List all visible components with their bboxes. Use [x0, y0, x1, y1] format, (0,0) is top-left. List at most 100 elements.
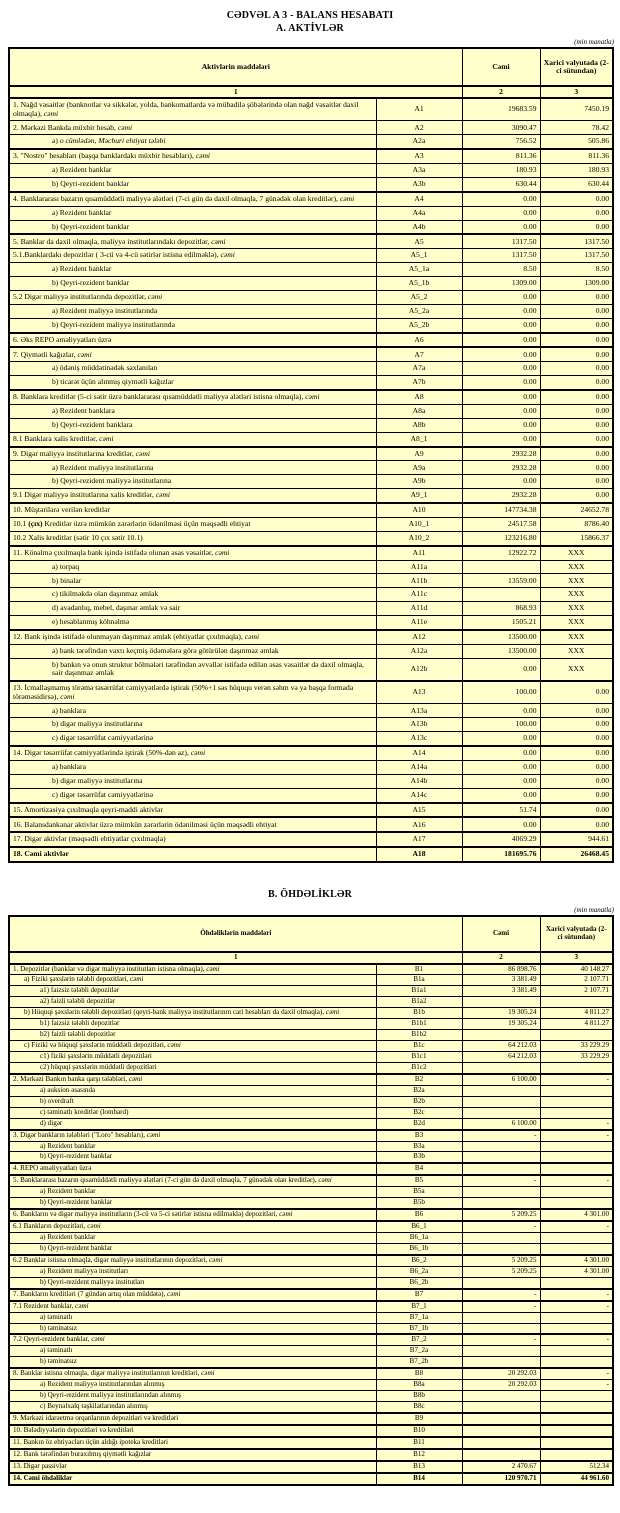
item-label: 6. Bankların və digər maliyyə institutla… [8, 1208, 377, 1222]
foreign-value-cell: 0.00 [539, 744, 614, 761]
item-code: A5_2a [375, 303, 463, 319]
table-row: 9. Digər maliyyə institutlarına kreditlə… [8, 445, 614, 462]
item-label: b) Qeyri-rezident banklar [8, 276, 377, 291]
item-label: a) banklara [8, 703, 377, 719]
foreign-value-cell: 0.00 [539, 331, 614, 348]
table-row: 8. Banklara kreditlər (5-ci sətir üzrə b… [8, 388, 614, 405]
total-value-cell: 0.00 [461, 787, 541, 804]
foreign-value-cell: 0.00 [539, 759, 614, 775]
foreign-value-cell: 0.00 [539, 303, 614, 319]
item-code: A12 [375, 628, 463, 645]
foreign-value-cell [539, 1423, 614, 1438]
table-row: 9.1 Digər maliyyə institutlarına xalis k… [8, 488, 614, 504]
table-row: b) Qeyri-rezident maliyyə institutları B6… [8, 1276, 614, 1290]
total-value-cell: 19683.59 [461, 97, 541, 122]
foreign-value-cell: XXX [539, 559, 614, 575]
table-row: b) Hüquqi şəxslərin tələbli depozitləri … [8, 1007, 614, 1020]
foreign-value-cell: 0.00 [539, 488, 614, 504]
foreign-value-cell [539, 1356, 614, 1369]
total-value-cell: 756.52 [461, 134, 541, 150]
assets-table-header: Aktivlərin maddələri Cəmi Xarici valyuta… [8, 47, 614, 99]
item-code: B1b2 [375, 1029, 463, 1042]
foreign-value-cell [539, 1401, 614, 1414]
table-row: 1. Depozitlər (banklar və digər maliyyə … [8, 962, 614, 976]
total-value-cell: 0.00 [461, 417, 541, 433]
table-row: 10. Müştərilərə verilən kreditlər A10 1477… [8, 501, 614, 518]
foreign-value-cell: - [539, 1072, 614, 1086]
table-row: a) Fiziki şəxslərin tələbli depozitləri,… [8, 974, 614, 987]
total-value-cell: 0.00 [461, 744, 541, 761]
item-label: b) Qeyri-rezident banklar [8, 1242, 377, 1256]
foreign-value-cell: 811.36 [539, 148, 614, 165]
foreign-value-cell [539, 1390, 614, 1403]
item-code: A4a [375, 205, 463, 221]
total-value-cell: 5 209.25 [461, 1253, 541, 1267]
total-value-cell: 6 100.00 [461, 1072, 541, 1086]
table-row: b) Qeyri-rezident banklar A4b 0.00 0.00 [8, 219, 614, 235]
foreign-value-cell: - [539, 1333, 614, 1347]
item-label: a) bank tərəfindən vaxtı keçmiş ödəmələr… [8, 643, 377, 659]
item-label: b) Qeyri-rezident maliyyə institutlarınd… [8, 317, 377, 334]
total-value-cell [461, 1029, 541, 1042]
item-code: B7_1 [375, 1299, 463, 1313]
foreign-value-cell: 26468.45 [539, 846, 614, 863]
item-code: B1c [375, 1040, 463, 1052]
table-row: 12. Bank tərəfindən buraxılmış qiymətli … [8, 1447, 614, 1462]
item-label: 13. Digər passivlər [8, 1459, 377, 1474]
table-row: a) Rezident maliyyə institutlarına A9a 293… [8, 460, 614, 476]
table-row: a) təminatlı B7_2a [8, 1345, 614, 1358]
item-code: A14 [375, 744, 463, 761]
total-value-cell: 0.00 [461, 375, 541, 391]
foreign-value-cell: 0.00 [539, 474, 614, 490]
item-code: B1a [375, 974, 463, 987]
foreign-value-cell: - [539, 1287, 614, 1302]
foreign-value-cell: 0.00 [539, 787, 614, 804]
item-code: A3a [375, 163, 463, 178]
item-code: A8 [375, 388, 463, 405]
item-code: A9 [375, 445, 463, 462]
total-value-cell: 6 100.00 [461, 1117, 541, 1131]
table-row: b) təminatsız B7_1b [8, 1322, 614, 1335]
foreign-value-cell [539, 1322, 614, 1335]
item-code: A13c [375, 731, 463, 747]
item-code: B13 [375, 1459, 463, 1474]
item-code: A8b [375, 417, 463, 433]
liabilities-foreign-column-header: Xarici valyutada (2-ci sütundan) [539, 915, 614, 952]
foreign-value-cell: XXX [539, 544, 614, 561]
foreign-value-cell: - [539, 1367, 614, 1381]
item-label: a) Rezident banklar [8, 205, 377, 221]
item-label: 6.1 Bankların depozitləri, cəmi [8, 1220, 377, 1234]
table-row: 6.1 Bankların depozitləri, cəmi B6_1- - [8, 1220, 614, 1234]
item-label: 1. Nağd vəsaitlər (banknotlar və sikkələ… [8, 97, 377, 122]
foreign-value-cell: - [539, 1128, 614, 1142]
item-code: B2c [375, 1106, 463, 1119]
foreign-value-cell: 8.50 [539, 262, 614, 277]
foreign-value-cell: 0.00 [539, 816, 614, 833]
table-row: 4. REPO əməliyyatları üzrə B4 [8, 1162, 614, 1176]
item-label: a) Rezident maliyyə institutları [8, 1265, 377, 1278]
item-label: 3. "Nostro" hesabları (başqa banklardakı… [8, 148, 377, 165]
total-value-cell: 20 292.03 [461, 1367, 541, 1381]
table-row: 14. Cəmi öhdəliklər B14 120 970.71 44 961.6… [8, 1471, 614, 1486]
foreign-value-cell: 0.00 [539, 801, 614, 818]
foreign-value-cell [539, 1447, 614, 1462]
total-value-cell: 3090.47 [461, 120, 541, 136]
item-label: a) Rezident banklar [8, 163, 377, 178]
table-row: b) Qeyri-rezident banklar B5b [8, 1197, 614, 1210]
foreign-value-cell: 0.00 [539, 731, 614, 747]
item-code: A14b [375, 773, 463, 789]
item-code: A1 [375, 97, 463, 122]
item-label: 1. Depozitlər (banklar və digər maliyyə … [8, 962, 377, 976]
table-row: a) bank tərəfindən vaxtı keçmiş ödəmələr… [8, 643, 614, 659]
item-code: A11e [375, 614, 463, 631]
item-label: 10.1 (çıx) Kreditlər üzrə mümkün zərərlə… [8, 516, 377, 532]
foreign-value-cell [539, 1276, 614, 1290]
total-value-cell [461, 1140, 541, 1153]
report-title: CƏDVƏL A 3 - BALANS HESABATI [226, 10, 394, 21]
table-row: a) banklara A14a 0.00 0.00 [8, 759, 614, 775]
item-code: B1 [375, 962, 463, 976]
total-value-cell: - [461, 1333, 541, 1347]
table-row: 8.1 Banklara xalis kreditlər, cəmi A8_1 0.… [8, 431, 614, 448]
item-label: 6. Əks REPO əməliyyatları üzrə [8, 331, 377, 348]
item-label: 10.2 Xalis kreditlər (sətir 10 çıx sətir… [8, 530, 377, 547]
